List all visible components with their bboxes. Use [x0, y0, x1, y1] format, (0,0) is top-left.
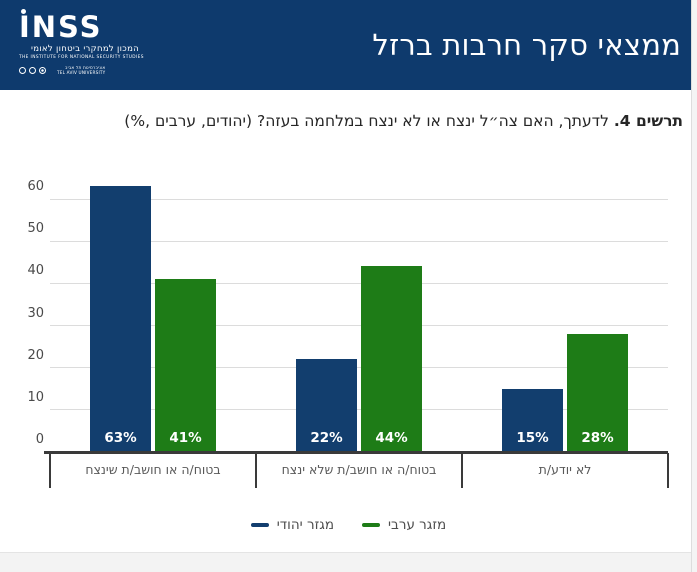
legend-label-arab-sector: מזגר ערבי	[388, 517, 447, 533]
bar-value-label: 63%	[104, 430, 137, 446]
y-axis-label: 50	[27, 221, 44, 237]
category-tick	[667, 453, 669, 488]
y-axis-label: 30	[27, 305, 44, 321]
bar-value-label: 41%	[169, 430, 202, 446]
tau-logo: אוניברסיטת תל אביב TEL AVIV UNIVERSITY	[57, 65, 105, 75]
figure-paren-note: (%, יהודים, ערבים)	[124, 112, 253, 130]
category-label: בטוח/ה או חושב/ת שלא ינצח	[281, 462, 437, 477]
category-label: לא יודע/ת	[538, 462, 592, 477]
bar	[296, 359, 357, 452]
chart-legend: מגזר יהודי מזגר ערבי	[0, 514, 697, 536]
bar	[502, 389, 563, 452]
logo-i-dot-icon	[21, 9, 26, 14]
gridline	[50, 240, 668, 242]
inss-logo: INSS המכון למחקרי ביטחון לאומי THE INSTI…	[19, 9, 144, 75]
bottom-strip	[0, 552, 697, 572]
logo-circle-icon	[19, 66, 26, 74]
gridline	[50, 198, 668, 200]
tau-hebrew: אוניברסיטת תל אביב	[64, 65, 106, 70]
y-axis-label: 10	[27, 389, 44, 405]
figure-title: תרשים 4. לדעתך, האם צה״ל ינצח או לא ינצח…	[10, 110, 683, 132]
logo-hebrew-name: המכון למחקרי ביטחון לאומי	[31, 44, 139, 54]
bar	[567, 334, 628, 452]
gridline	[50, 367, 668, 369]
header: INSS המכון למחקרי ביטחון לאומי THE INSTI…	[0, 0, 697, 90]
category-tick	[461, 453, 463, 488]
legend-swatch-jewish-sector	[250, 523, 269, 527]
y-axis-label: 60	[27, 179, 44, 194]
bar-value-label: 22%	[310, 430, 343, 446]
inss-wordmark: INSS	[19, 9, 139, 42]
figure-question: לדעתך, האם צה״ל ינצח או לא ינצח במלחמה ב…	[257, 112, 609, 130]
bar	[361, 266, 422, 452]
page-title: ממצאי סקר חרבות ברזל	[372, 28, 681, 62]
y-axis-label: 40	[27, 263, 44, 279]
logo-circle-icon	[29, 66, 36, 74]
legend-item-jewish-sector: מגזר יהודי	[250, 517, 334, 533]
gridline	[50, 409, 668, 411]
y-axis-label: 20	[27, 347, 44, 363]
legend-label-jewish-sector: מגזר יהודי	[276, 517, 334, 533]
category-tick	[49, 453, 51, 488]
logo-affiliation-row: אוניברסיטת תל אביב TEL AVIV UNIVERSITY	[19, 65, 139, 75]
logo-english-name: THE INSTITUTE FOR NATIONAL SECURITY STUD…	[19, 55, 144, 60]
x-axis-line	[44, 451, 668, 454]
gridline	[50, 282, 668, 284]
legend-item-arab-sector: מזגר ערבי	[362, 517, 446, 533]
y-axis-label: 0	[35, 432, 44, 447]
bar	[155, 279, 216, 452]
logo-circle-icon	[39, 66, 46, 74]
category-label: בטוח/ה או חושב/ת שינצח	[85, 462, 221, 477]
bar-value-label: 44%	[375, 430, 408, 446]
figure-number: תרשים 4.	[613, 112, 683, 130]
gridline	[50, 325, 668, 326]
bar-value-label: 15%	[516, 430, 549, 446]
category-tick	[255, 453, 257, 488]
legend-swatch-arab-sector	[362, 523, 380, 527]
bar-value-label: 28%	[581, 430, 614, 446]
tau-english: TEL AVIV UNIVERSITY	[57, 70, 106, 75]
scrollbar-track[interactable]	[691, 0, 697, 572]
bar	[90, 186, 151, 452]
logo-acronym: INSS	[19, 10, 103, 44]
